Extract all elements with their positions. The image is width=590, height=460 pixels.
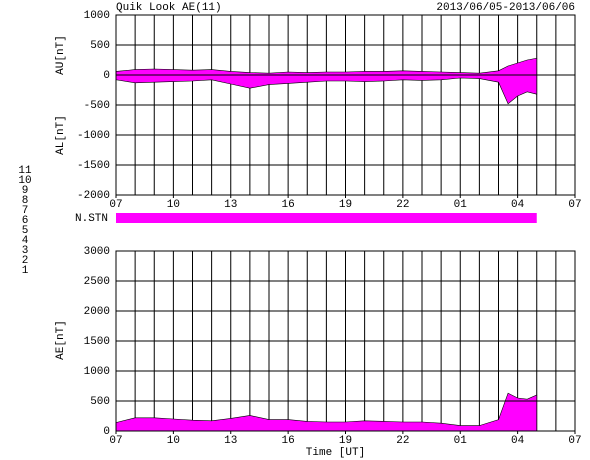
area	[115, 57, 538, 76]
y-tick-label: 0	[103, 426, 110, 438]
x-tick-label: 13	[224, 199, 237, 211]
y-tick-label: 3000	[84, 246, 110, 258]
station-legend-label: 9	[22, 185, 29, 197]
station-legend-label: 11	[18, 165, 32, 177]
x-tick-label: 19	[339, 199, 352, 211]
x-tick-label: 13	[224, 435, 237, 447]
station-bar	[116, 213, 537, 223]
y-axis-label: AL[nT]	[55, 115, 67, 155]
x-tick-label: 04	[511, 199, 525, 211]
station-legend-label: 8	[22, 195, 29, 207]
x-tick-label: 07	[109, 199, 122, 211]
chart-title: Quik Look AE(11)	[116, 2, 222, 14]
y-tick-label: -2000	[77, 190, 110, 202]
y-tick-label: -1000	[77, 130, 110, 142]
x-tick-label: 19	[339, 435, 352, 447]
y-tick-label: 1000	[84, 366, 110, 378]
station-legend-label: 4	[22, 235, 29, 247]
x-axis-label: Time [UT]	[306, 447, 365, 459]
y-tick-label: 1000	[84, 10, 110, 22]
y-tick-label: 2500	[84, 276, 110, 288]
x-tick-label: 07	[109, 435, 122, 447]
y-tick-label: -1500	[77, 160, 110, 172]
y-axis-label: AE[nT]	[55, 320, 67, 360]
x-tick-label: 10	[167, 435, 180, 447]
x-tick-label: 07	[568, 199, 581, 211]
x-tick-label: 07	[568, 435, 581, 447]
station-legend-label: 6	[22, 215, 29, 227]
y-tick-label: -500	[84, 100, 110, 112]
x-tick-label: 04	[511, 435, 525, 447]
station-legend-label: 2	[22, 255, 29, 267]
y-tick-label: 500	[90, 396, 110, 408]
area	[115, 392, 538, 432]
station-legend-label: 5	[22, 225, 29, 237]
x-tick-label: 16	[282, 435, 295, 447]
x-tick-label: 10	[167, 199, 180, 211]
y-tick-label: 1500	[84, 336, 110, 348]
plot-frame	[115, 14, 576, 196]
y-tick-label: 500	[90, 40, 110, 52]
x-tick-label: 22	[396, 199, 409, 211]
station-legend-label: 3	[22, 245, 29, 257]
x-tick-label: 16	[282, 199, 295, 211]
station-legend-label: 1	[22, 265, 29, 277]
area	[115, 74, 538, 105]
station-legend-label: 10	[18, 175, 31, 187]
plot-frame	[115, 250, 576, 432]
station-count-label: N.STN	[75, 213, 108, 225]
station-legend-label: 7	[22, 205, 29, 217]
x-tick-label: 22	[396, 435, 409, 447]
x-tick-label: 01	[454, 199, 468, 211]
y-tick-label: 0	[103, 70, 110, 82]
x-tick-label: 01	[454, 435, 468, 447]
date-range: 2013/06/05-2013/06/06	[436, 2, 575, 14]
y-axis-label: AU[nT]	[55, 35, 67, 75]
y-tick-label: 2000	[84, 306, 110, 318]
